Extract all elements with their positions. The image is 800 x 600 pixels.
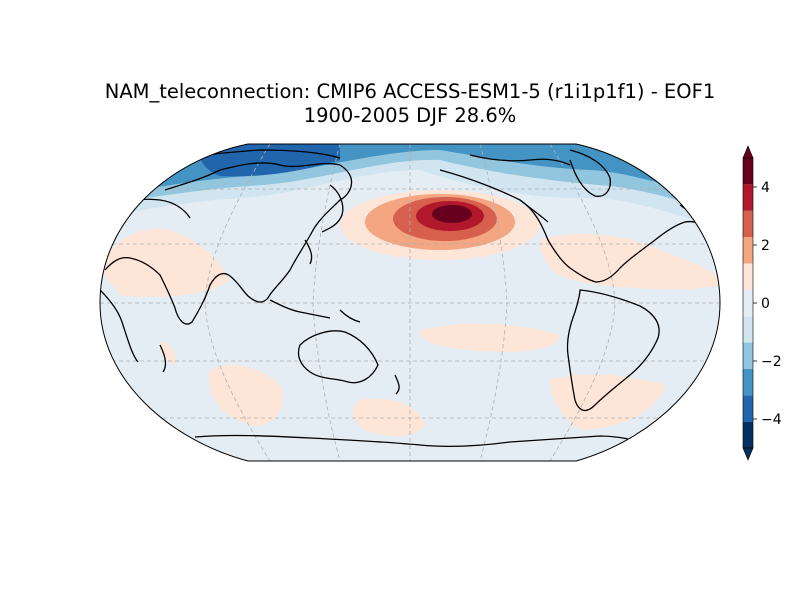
colorbar-bin xyxy=(743,237,753,264)
south-pacific-positive-2 xyxy=(420,323,560,352)
indian-ocean-positive xyxy=(159,340,177,365)
map-field xyxy=(100,144,720,461)
colorbar-bin xyxy=(743,316,753,343)
colorbar-bin xyxy=(743,421,753,448)
colorbar-bin xyxy=(743,184,753,211)
colorbar-bin xyxy=(743,289,753,317)
coast-south-america xyxy=(566,289,660,412)
colorbar-extend-min xyxy=(742,447,754,461)
coast-africa xyxy=(100,289,139,363)
colorbar-bin xyxy=(743,395,753,422)
colorbar-tick-label: 4 xyxy=(761,180,770,196)
coast-madagascar xyxy=(159,344,167,373)
coast-indonesia xyxy=(269,299,331,319)
coast-new-zealand xyxy=(394,374,400,395)
south-pacific-positive-1 xyxy=(353,398,425,437)
colorbar-bin xyxy=(743,158,753,185)
coast-japan xyxy=(304,239,313,265)
pacific-positive-core xyxy=(432,205,472,223)
colorbar-tick-label: −4 xyxy=(761,412,782,428)
coast-kamchatka xyxy=(321,184,344,233)
coast-antarctica xyxy=(194,434,633,448)
coast-alaska xyxy=(519,199,549,223)
south-atlantic-positive xyxy=(550,374,665,430)
title-line-1: NAM_teleconnection: CMIP6 ACCESS-ESM1-5 … xyxy=(104,80,716,103)
arctic-negative-core xyxy=(199,144,340,177)
title-line-2: 1900-2005 DJF 28.6% xyxy=(303,104,517,127)
gridlines xyxy=(100,144,720,461)
colorbar-bin xyxy=(743,342,753,369)
coast-australia xyxy=(297,330,379,384)
map-boundary xyxy=(99,143,721,462)
coast-greenland xyxy=(569,149,611,197)
coast-new-guinea xyxy=(339,309,361,323)
atlantic-positive xyxy=(540,234,720,290)
colorbar-tick-label: 2 xyxy=(761,238,770,254)
south-indian-positive xyxy=(209,365,283,426)
coastlines xyxy=(100,149,716,448)
coast-canada-arctic xyxy=(469,154,571,166)
coast-eurasia xyxy=(104,162,353,325)
colorbar-bin xyxy=(743,368,753,396)
colorbar-bin xyxy=(743,210,753,238)
figure-title: NAM_teleconnection: CMIP6 ACCESS-ESM1-5 … xyxy=(0,80,800,128)
europe-positive xyxy=(100,229,230,297)
colorbar-bin xyxy=(743,263,753,290)
colorbar-tick-label: 0 xyxy=(761,296,770,312)
colorbar: −4 −2 0 2 4 xyxy=(742,145,782,461)
colorbar-tick-label: −2 xyxy=(761,354,782,370)
colorbar-extend-max xyxy=(742,145,754,159)
